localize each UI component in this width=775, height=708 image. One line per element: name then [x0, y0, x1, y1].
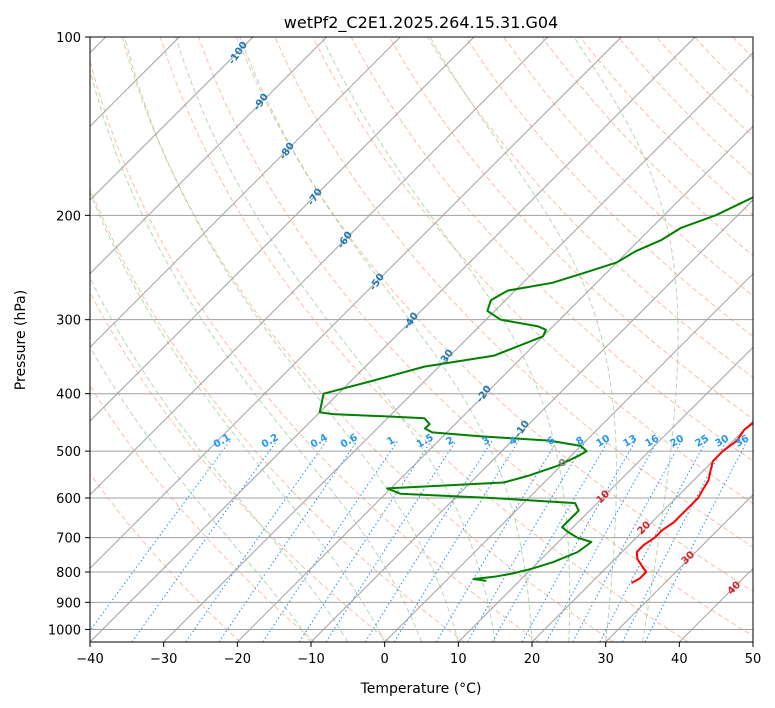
- dry-adiabat: [90, 291, 390, 642]
- mixing-ratio-label: 3: [480, 435, 492, 448]
- y-tick-label: 300: [56, 314, 81, 329]
- dry-adiabat: [236, 37, 753, 592]
- mixing-ratio-label: 4: [507, 435, 519, 448]
- mixing-ratio-line: [364, 440, 493, 642]
- moist-adiabat: [321, 37, 571, 642]
- mixing-ratio-line: [644, 440, 748, 642]
- dry-adiabat: [198, 37, 753, 637]
- x-tick-label: 20: [524, 652, 541, 667]
- x-tick-label: −10: [297, 652, 324, 667]
- y-tick-label: 900: [56, 596, 81, 611]
- moist-adiabat: [90, 277, 349, 642]
- dry-adiabat: [90, 472, 241, 642]
- mixing-ratio-label: 6: [545, 435, 557, 448]
- mixing-ratio-line: [262, 440, 399, 642]
- dry-adiabat: [90, 186, 465, 642]
- isotherm-gridline: [90, 37, 622, 570]
- moist-adiabat: [90, 67, 422, 642]
- mixing-ratio-line: [545, 440, 659, 642]
- isotherm-gridline: [163, 51, 753, 642]
- dry-adiabat: [426, 37, 753, 378]
- dry-adiabat: [159, 37, 689, 642]
- y-tick-label: 600: [56, 492, 81, 507]
- mixing-ratio-label: 2: [444, 435, 456, 448]
- mixing-ratio-line: [521, 440, 637, 642]
- mixing-ratio-line: [90, 440, 231, 632]
- isotherm-gridline: [384, 272, 753, 642]
- x-tick-label: 30: [597, 652, 614, 667]
- x-tick-label: 10: [450, 652, 467, 667]
- x-tick-label: 40: [671, 652, 688, 667]
- plot-frame: [89, 36, 754, 643]
- moist-adiabat: [429, 37, 617, 642]
- x-tick-label: −30: [150, 652, 177, 667]
- moist-adiabat: [573, 37, 679, 642]
- chart-title: wetPf2_C2E1.2025.264.15.31.G04: [284, 13, 558, 33]
- isotherm-gridline: [90, 37, 328, 275]
- y-axis-label: Pressure (hPa): [13, 290, 29, 390]
- mixing-ratio-line: [131, 440, 278, 642]
- x-tick-label: −40: [76, 652, 103, 667]
- x-tick-label: 0: [381, 652, 389, 667]
- y-tick-label: 400: [56, 388, 81, 403]
- isotherm-gridline: [90, 37, 401, 349]
- isotherm-gridline: [605, 493, 753, 642]
- moist-adiabat: [175, 37, 496, 642]
- dry-adiabat: [503, 37, 753, 297]
- isotherm-gridline: [90, 37, 475, 422]
- dry-adiabat: [90, 384, 316, 642]
- isotherm-gridline: [531, 420, 753, 642]
- y-tick-label: 800: [56, 566, 81, 581]
- y-tick-label: 700: [56, 532, 81, 547]
- moist-adiabat: [124, 37, 459, 642]
- x-tick-label: 50: [745, 652, 762, 667]
- mixing-ratio-label: 1: [385, 435, 397, 448]
- moist-adiabat: [239, 37, 533, 642]
- y-tick-label: 100: [56, 31, 81, 46]
- isotherm-gridline: [752, 641, 753, 642]
- y-tick-label: 500: [56, 445, 81, 460]
- isotherm-gridline: [90, 37, 549, 496]
- moist-adiabat: [90, 190, 386, 642]
- x-tick-label: −20: [224, 652, 251, 667]
- mixing-ratio-line: [491, 440, 609, 642]
- dry-adiabat: [350, 37, 753, 462]
- mixing-ratio-line: [185, 440, 328, 642]
- isotherm-gridline: [236, 125, 753, 642]
- plot-background: [90, 37, 753, 642]
- isotherm-gridline: [457, 346, 753, 642]
- isotherm-gridline: [310, 199, 753, 642]
- mixing-ratio-line: [572, 440, 683, 642]
- mixing-ratio-line: [467, 440, 587, 642]
- temperature-trace: [631, 421, 753, 584]
- isotherm-gridline: [90, 37, 696, 642]
- y-tick-label: 200: [56, 209, 81, 224]
- y-tick-label: 1000: [48, 623, 81, 638]
- x-axis-label: Temperature (°C): [360, 681, 482, 697]
- sounding-traces: [318, 196, 753, 584]
- axis-ticks: −40 −30 −20 −10 0 10 20 30 40 50 1000 900 800 700 600 5…: [48, 31, 761, 667]
- dry-adiabat: [90, 59, 540, 642]
- isotherm-gridline: [90, 37, 254, 201]
- mixing-ratio-line: [435, 440, 558, 642]
- background-lines: [90, 37, 753, 642]
- mixing-ratio-label: 8: [574, 435, 586, 448]
- dewpoint-trace: [318, 196, 753, 582]
